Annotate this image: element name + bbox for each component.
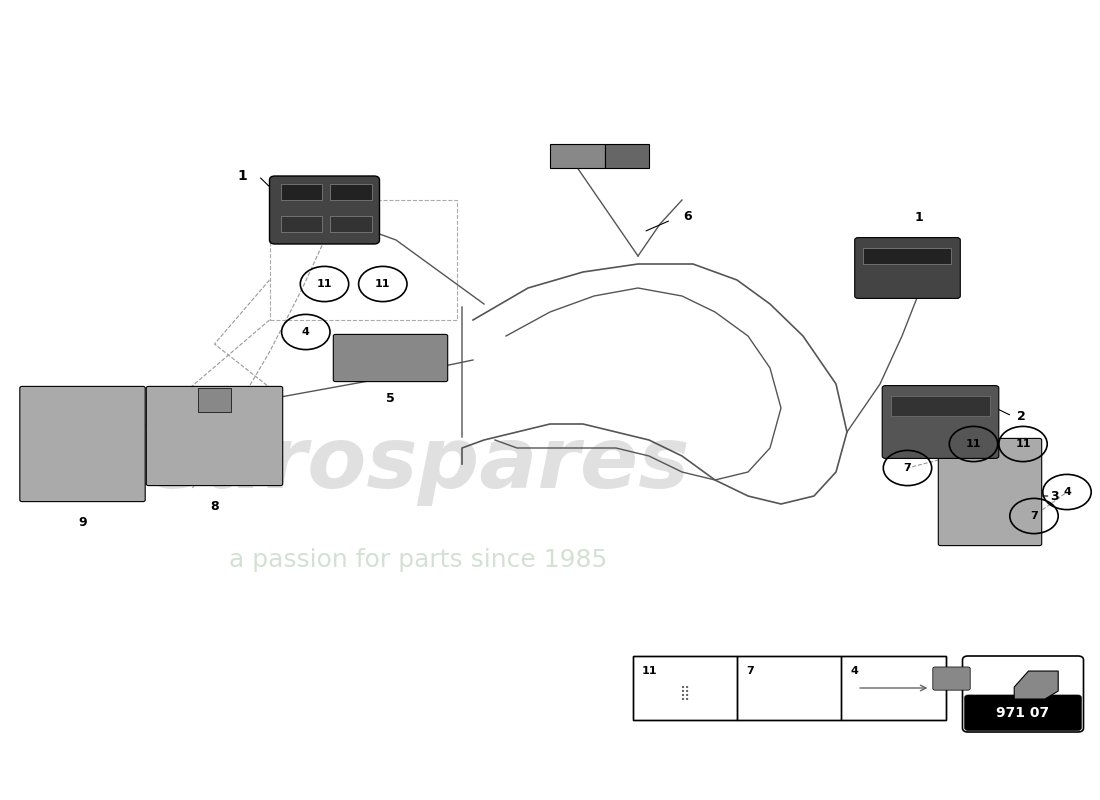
- Text: 11: 11: [641, 666, 657, 675]
- Text: 7: 7: [903, 463, 912, 473]
- Text: 4: 4: [850, 666, 858, 675]
- Text: 8: 8: [210, 500, 219, 513]
- Text: 11: 11: [1015, 439, 1031, 449]
- Bar: [737, 656, 842, 720]
- Text: 5: 5: [386, 392, 395, 405]
- FancyBboxPatch shape: [965, 695, 1081, 730]
- Text: 9: 9: [78, 516, 87, 529]
- Bar: [605, 144, 649, 168]
- FancyBboxPatch shape: [882, 386, 999, 458]
- FancyBboxPatch shape: [938, 438, 1042, 546]
- FancyBboxPatch shape: [333, 334, 448, 382]
- Bar: [632, 656, 946, 720]
- Polygon shape: [1014, 671, 1058, 699]
- FancyBboxPatch shape: [20, 386, 145, 502]
- Text: 6: 6: [683, 210, 692, 222]
- FancyBboxPatch shape: [855, 238, 960, 298]
- Text: 11: 11: [317, 279, 332, 289]
- Text: 3: 3: [1050, 490, 1059, 502]
- Text: 1: 1: [914, 211, 923, 224]
- Bar: [198, 388, 231, 412]
- Text: 1: 1: [238, 169, 248, 183]
- FancyBboxPatch shape: [146, 386, 283, 486]
- Bar: [550, 144, 605, 168]
- Bar: [330, 216, 372, 232]
- Text: 2: 2: [1018, 410, 1026, 422]
- Bar: [280, 216, 322, 232]
- Text: a passion for parts since 1985: a passion for parts since 1985: [229, 548, 607, 572]
- Text: 971 07: 971 07: [997, 706, 1049, 720]
- Bar: [891, 396, 990, 416]
- Text: 4: 4: [1063, 487, 1071, 497]
- Bar: [632, 656, 737, 720]
- Bar: [842, 656, 946, 720]
- FancyBboxPatch shape: [933, 667, 970, 690]
- Text: ⣿: ⣿: [680, 686, 690, 700]
- Bar: [280, 184, 322, 200]
- Text: 11: 11: [966, 439, 981, 449]
- FancyBboxPatch shape: [962, 656, 1084, 732]
- Text: 11: 11: [375, 279, 390, 289]
- Bar: [270, 200, 456, 320]
- Bar: [330, 184, 372, 200]
- Text: eurospares: eurospares: [145, 422, 691, 506]
- Text: 7: 7: [1030, 511, 1038, 521]
- Bar: [864, 248, 952, 264]
- Text: 7: 7: [746, 666, 754, 675]
- Text: 4: 4: [301, 327, 310, 337]
- FancyBboxPatch shape: [270, 176, 380, 244]
